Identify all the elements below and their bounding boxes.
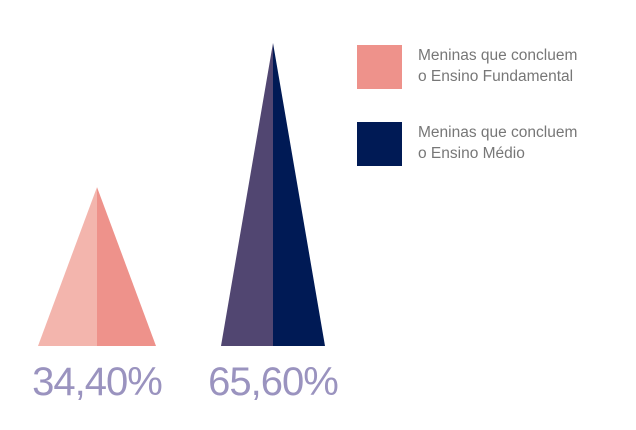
legend-label-fundamental-line1: Meninas que concluem xyxy=(418,47,577,64)
legend-label-medio: Meninas que concluem o Ensino Médio xyxy=(418,124,582,162)
legend-label-fundamental: Meninas que concluem o Ensino Fundamenta… xyxy=(418,47,582,85)
legend: Meninas que concluem o Ensino Fundamenta… xyxy=(357,45,582,166)
pyramid-fundamental-right xyxy=(97,187,156,346)
value-label-medio: 65,60% xyxy=(208,360,338,404)
pyramid-medio-left xyxy=(221,43,273,346)
value-label-fundamental: 34,40% xyxy=(32,360,162,404)
legend-label-medio-line2: o Ensino Médio xyxy=(418,145,525,162)
pyramid-medio-right xyxy=(273,43,325,346)
legend-label-fundamental-line2: o Ensino Fundamental xyxy=(418,68,573,85)
legend-swatch-fundamental xyxy=(357,45,402,89)
chart-marks: 34,40% 65,60% xyxy=(32,43,339,404)
legend-swatch-medio xyxy=(357,122,402,166)
legend-label-medio-line1: Meninas que concluem xyxy=(418,124,577,141)
pyramid-fundamental-left xyxy=(38,187,97,346)
